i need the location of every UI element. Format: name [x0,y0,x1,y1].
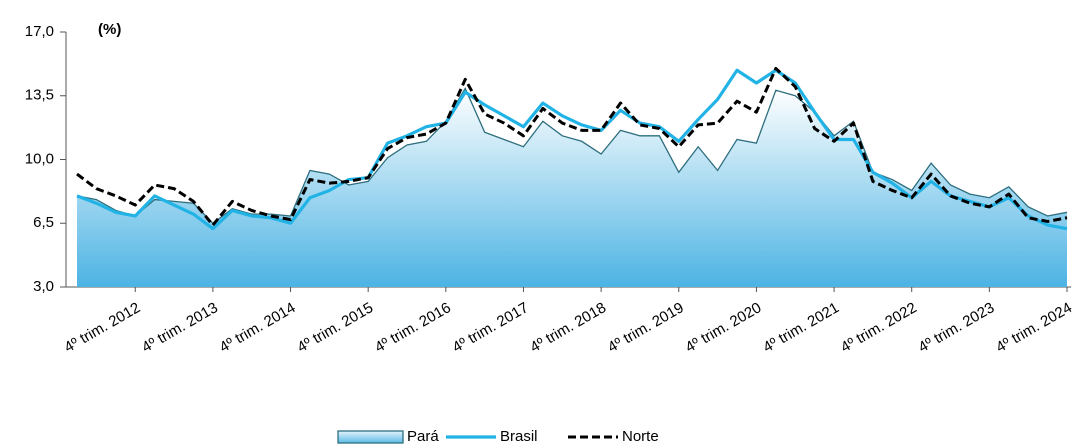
x-tick-label: 4º trim. 2013 [139,299,221,356]
y-tick-label: 13,5 [25,87,54,104]
legend-label: Pará [407,428,439,445]
x-tick-label: 4º trim. 2012 [61,299,143,356]
unit-label: (%) [98,21,121,38]
area-fill [77,88,1067,287]
legend-label: Norte [622,428,659,445]
x-tick-label: 4º trim. 2017 [450,299,532,356]
x-tick-label: 4º trim. 2024 [993,299,1074,356]
x-tick-label: 4º trim. 2022 [838,299,920,356]
x-tick-label: 4º trim. 2019 [605,299,687,356]
x-tick-label: 4º trim. 2015 [294,299,376,356]
y-tick-label: 6,5 [33,214,54,231]
y-tick-label: 3,0 [33,278,54,295]
x-tick-label: 4º trim. 2018 [527,299,609,356]
y-tick-label: 10,0 [25,150,54,167]
legend-label: Brasil [500,428,538,445]
legend-swatch [337,430,404,444]
x-tick-label: 4º trim. 2014 [217,299,299,356]
x-tick-label: 4º trim. 2020 [683,299,765,356]
line [76,68,1068,231]
y-tick-label: 17,0 [25,23,54,40]
line [76,66,1068,227]
x-tick-label: 4º trim. 2021 [760,299,842,356]
x-tick-label: 4º trim. 2023 [915,299,997,356]
x-tick-label: 4º trim. 2016 [372,299,454,356]
area-outline [76,87,1068,225]
